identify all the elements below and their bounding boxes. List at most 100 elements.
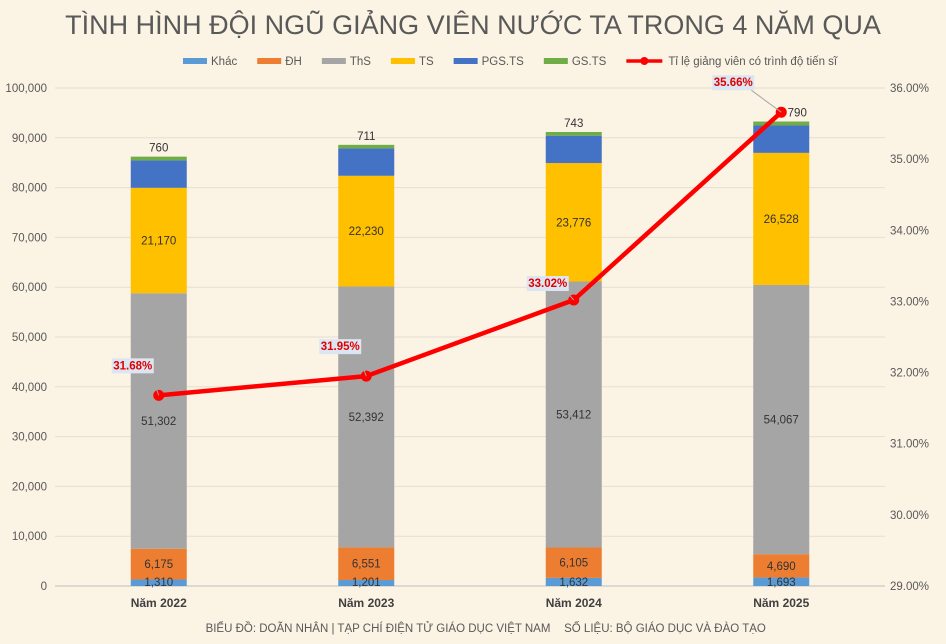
left-tick-label: 40,000 xyxy=(12,382,47,394)
line-label: 33.02% xyxy=(528,278,567,290)
line-label-box xyxy=(712,75,755,91)
legend-label: ThS xyxy=(350,56,371,68)
gridlines xyxy=(55,87,885,587)
right-tick-label: 34.00% xyxy=(890,225,929,237)
bar-segment xyxy=(545,131,602,136)
legend-swatch xyxy=(390,58,415,64)
right-tick-label: 33.00% xyxy=(890,296,929,308)
legend-label: PGS.TS xyxy=(482,56,525,68)
left-tick-label: 20,000 xyxy=(12,481,47,493)
bar-labels: 1,310 6,175 51,302 21,170 1,201 6,551 52,392 22… xyxy=(141,108,807,589)
left-tick-label: 90,000 xyxy=(12,133,47,145)
bar-segment xyxy=(130,156,187,161)
right-tick-label: 30.00% xyxy=(890,510,929,522)
bar-segment xyxy=(130,579,187,586)
line-label-box xyxy=(526,276,569,292)
bar-segment xyxy=(545,281,602,548)
bar-segment xyxy=(545,163,602,282)
right-tick-label: 29.00% xyxy=(890,581,929,593)
bar-segment xyxy=(545,577,602,586)
data-label: 52,392 xyxy=(349,412,384,424)
bar-segment xyxy=(545,547,602,578)
chart-title: TÌNH HÌNH ĐỘI NGŨ GIẢNG VIÊN NƯỚC TA TRO… xyxy=(65,8,881,40)
right-tick-label: 36.00% xyxy=(890,83,929,95)
line-label: 31.68% xyxy=(113,360,152,372)
left-tick-label: 0 xyxy=(41,581,47,593)
legend-label: GS.TS xyxy=(572,56,607,68)
label-leader xyxy=(750,89,782,113)
right-tick-label: 31.00% xyxy=(890,439,929,451)
footer-credit: BIỂU ĐỒ: DOÃN NHÂN | TẠP CHÍ ĐIỆN TỬ GIÁ… xyxy=(206,622,551,635)
line-series: 31.68% 31.95% 33.02% 35.66% xyxy=(111,75,787,401)
line-label: 31.95% xyxy=(321,341,360,353)
data-label: 4,690 xyxy=(767,561,796,573)
left-tick-label: 10,000 xyxy=(12,531,47,543)
label-leader xyxy=(565,290,575,301)
category-label: Năm 2025 xyxy=(753,596,809,610)
data-label: 53,412 xyxy=(556,409,591,421)
bar-segment xyxy=(753,554,810,578)
line-label-box xyxy=(319,339,362,355)
category-label: Năm 2024 xyxy=(546,596,602,610)
bar-segment xyxy=(753,152,810,285)
left-axis: 0 10,000 20,000 30,000 40,000 50,000 60,000 70,… xyxy=(5,83,47,593)
data-label: 54,067 xyxy=(764,415,799,427)
bar-segment xyxy=(338,547,395,581)
label-leader xyxy=(150,373,160,396)
data-label: 790 xyxy=(788,108,807,120)
bar-segment xyxy=(130,293,187,549)
data-label: 1,201 xyxy=(352,577,381,589)
bar-segment xyxy=(753,284,810,555)
bar-segment xyxy=(338,286,395,548)
legend-label: ĐH xyxy=(285,56,302,68)
right-axis: 29.00% 30.00% 31.00% 32.00% 33.00% 34.00% 35.0… xyxy=(890,83,929,593)
bars xyxy=(130,121,810,586)
bar-segment xyxy=(130,548,187,580)
data-label: 1,310 xyxy=(144,577,173,589)
data-label: 26,528 xyxy=(764,214,799,226)
category-label: Năm 2023 xyxy=(338,596,394,610)
legend-line-marker xyxy=(640,57,649,65)
line-label-box xyxy=(111,358,154,374)
left-tick-label: 100,000 xyxy=(5,83,47,95)
label-leader xyxy=(357,353,367,377)
footer-source: SỐ LIỆU: BỘ GIÁO DỤC VÀ ĐÀO TẠO xyxy=(564,621,766,635)
bar-segment xyxy=(753,577,810,586)
legend-swatch xyxy=(453,58,478,64)
data-label: 23,776 xyxy=(556,217,591,229)
data-label: 743 xyxy=(564,118,583,130)
line-label: 35.66% xyxy=(714,77,753,89)
bar-segment xyxy=(545,135,602,164)
bar-segment xyxy=(130,187,187,294)
right-tick-label: 35.00% xyxy=(890,154,929,166)
data-label: 6,105 xyxy=(559,558,588,570)
data-label: 6,551 xyxy=(352,559,381,571)
bar-segment xyxy=(753,121,810,126)
data-label: 51,302 xyxy=(141,416,176,428)
legend-swatch xyxy=(321,58,346,64)
left-tick-label: 50,000 xyxy=(12,332,47,344)
right-tick-label: 32.00% xyxy=(890,368,929,380)
bar-segment xyxy=(338,580,395,586)
data-label: 760 xyxy=(149,143,168,155)
data-label: 6,175 xyxy=(144,559,173,571)
data-label: 21,170 xyxy=(141,236,176,248)
legend-label: Khác xyxy=(211,56,237,68)
legend-swatch xyxy=(183,58,207,64)
left-tick-label: 60,000 xyxy=(12,282,47,294)
data-label: 1,632 xyxy=(559,577,588,589)
bar-segment xyxy=(338,148,395,176)
legend: Khác ĐH ThS TS PGS.TS GS.TS Tỉ lệ giảng viên c… xyxy=(183,56,838,68)
category-label: Năm 2022 xyxy=(131,596,187,610)
bar-segment xyxy=(130,160,187,188)
data-label: 711 xyxy=(357,131,375,143)
legend-label: Tỉ lệ giảng viên có trình độ tiến sĩ xyxy=(668,56,838,68)
data-label: 22,230 xyxy=(349,226,384,238)
bar-segment xyxy=(338,175,395,287)
left-tick-label: 30,000 xyxy=(12,432,47,444)
legend-swatch xyxy=(543,58,568,64)
left-tick-label: 80,000 xyxy=(12,183,47,195)
data-label: 1,693 xyxy=(767,577,796,589)
left-tick-label: 70,000 xyxy=(12,232,47,244)
